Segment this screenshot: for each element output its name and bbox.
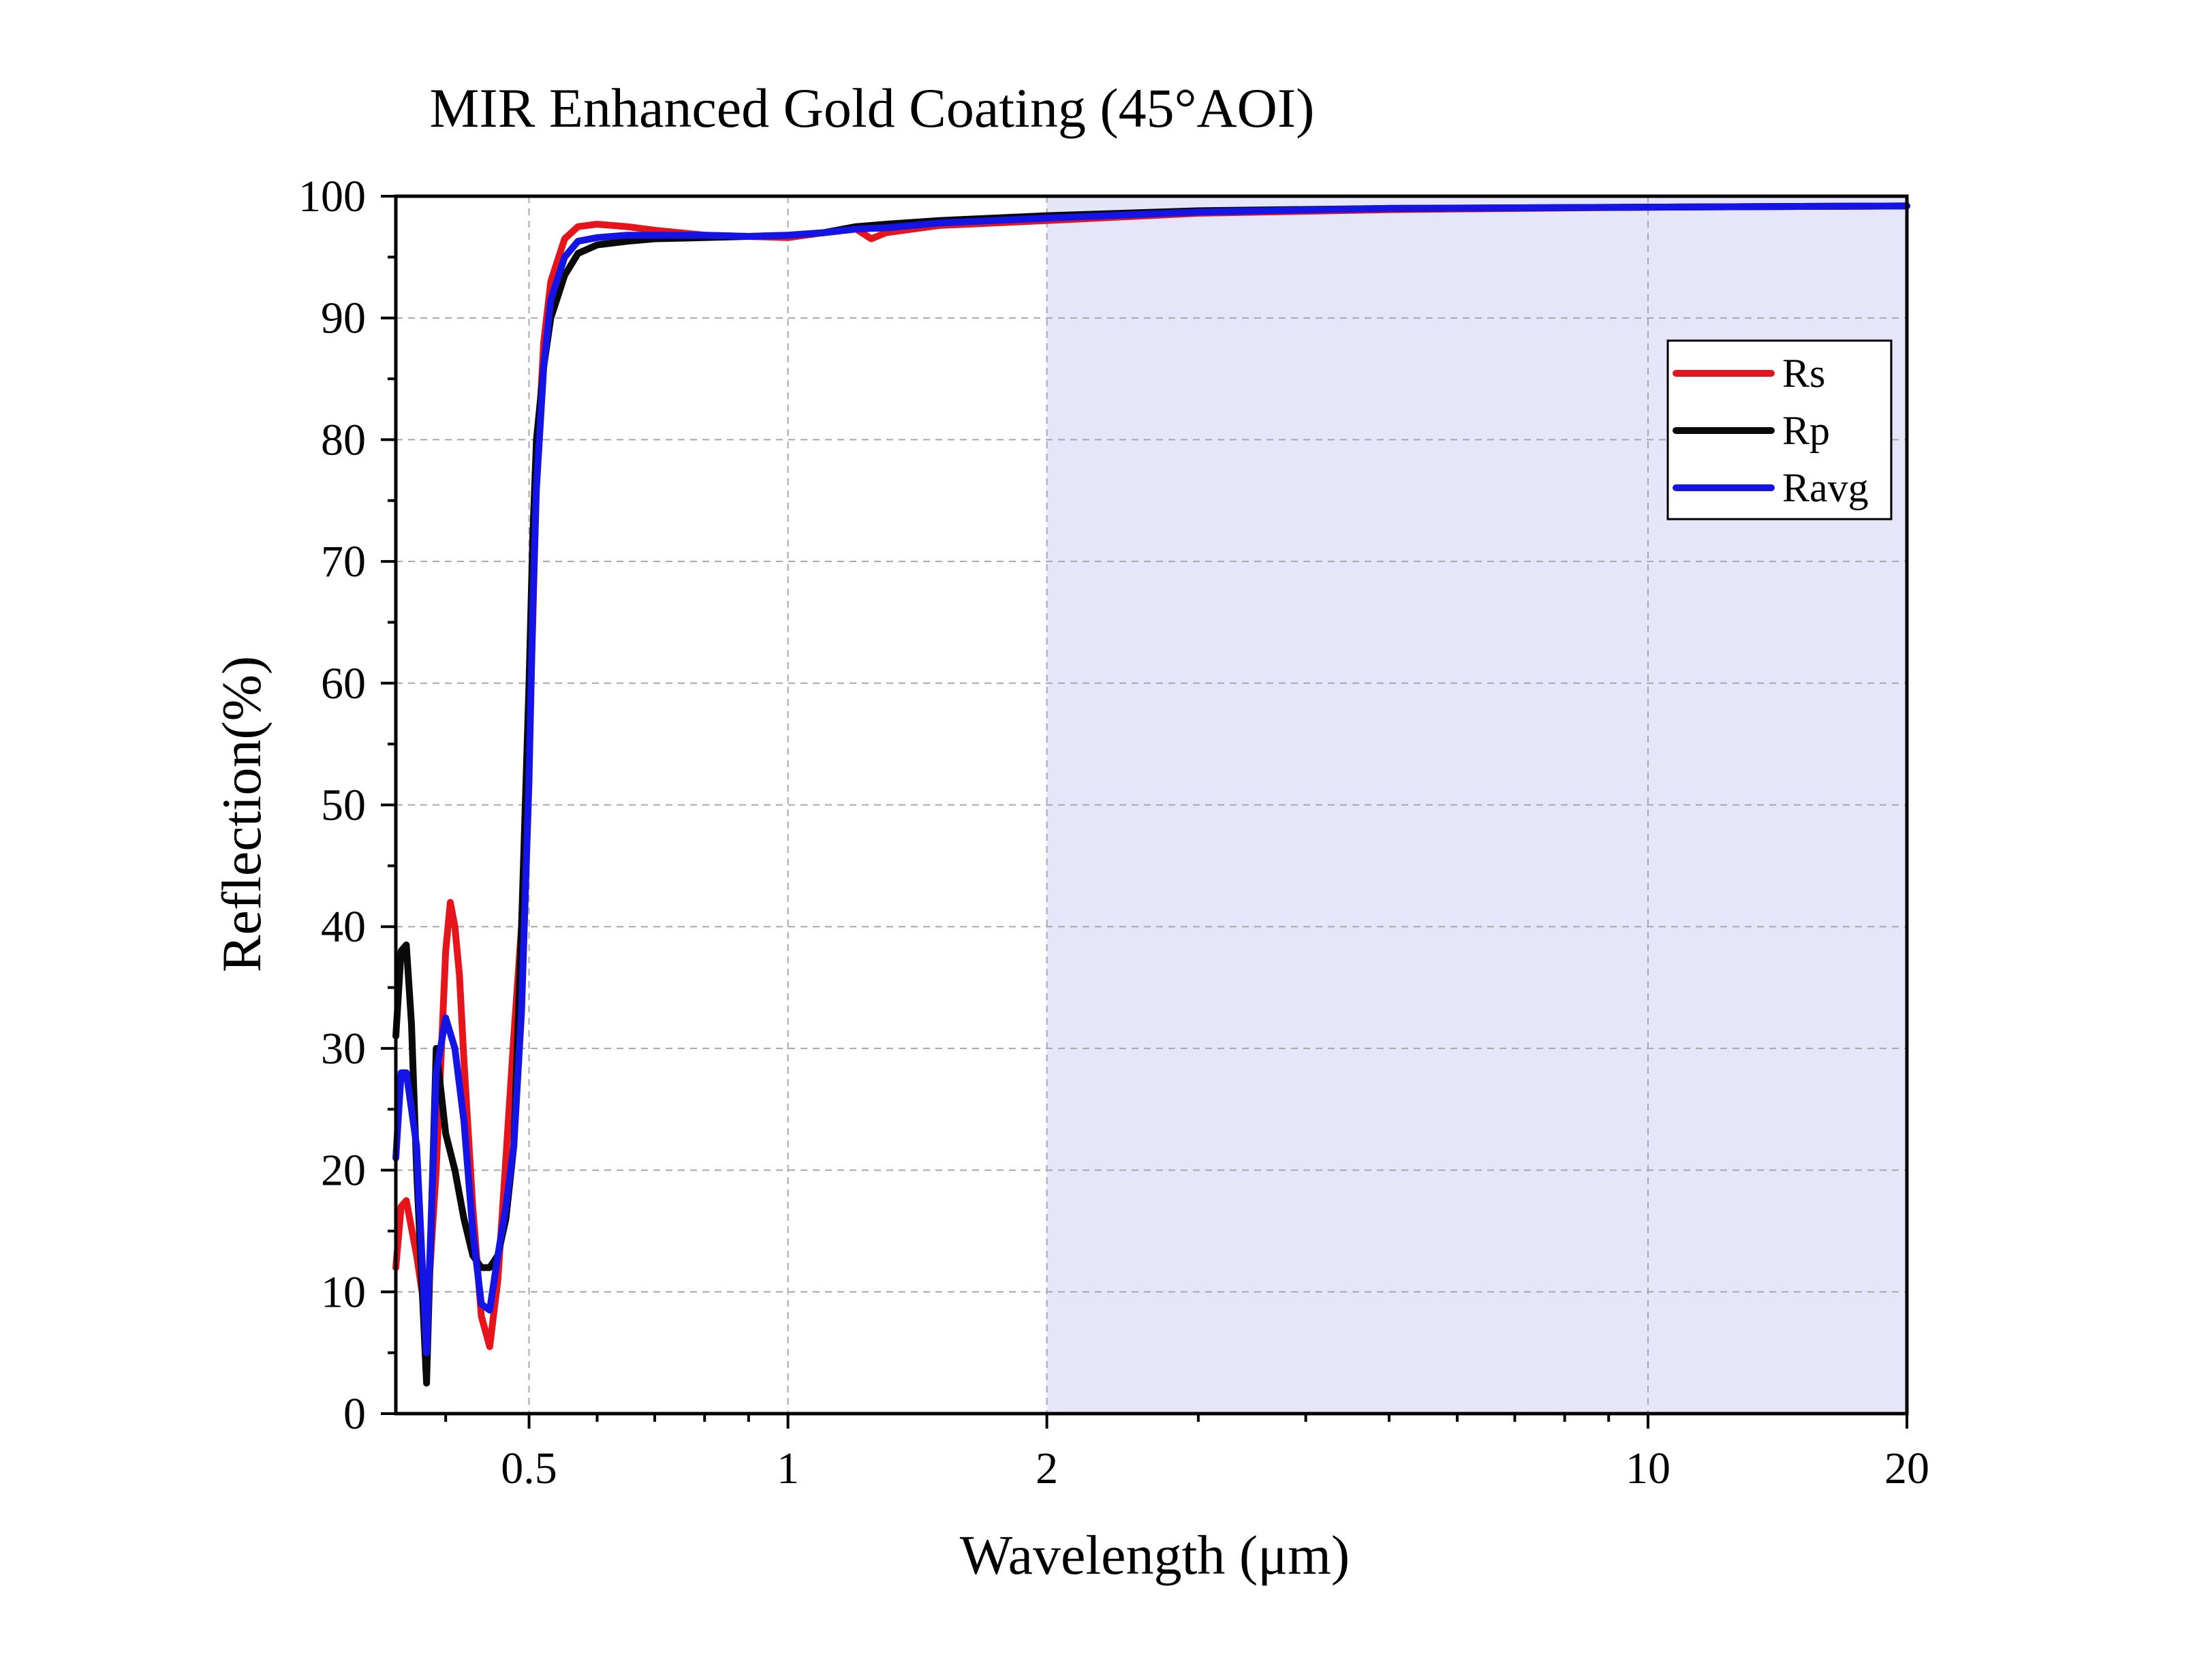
y-tick-label: 40 — [321, 902, 366, 952]
y-tick-label: 50 — [321, 781, 366, 830]
x-axis-title: Wavelength (μm) — [960, 1524, 1350, 1586]
y-tick-label: 80 — [321, 415, 366, 465]
y-tick-label: 90 — [321, 294, 366, 343]
legend-label-ravg: Ravg — [1782, 465, 1869, 510]
y-tick-label: 30 — [321, 1024, 366, 1074]
legend: Rs Rp Ravg — [1666, 339, 1893, 520]
y-tick-label: 20 — [321, 1146, 366, 1196]
grid-layer — [396, 196, 1907, 1414]
y-tick-label: 70 — [321, 537, 366, 587]
legend-label-rs: Rs — [1782, 351, 1825, 396]
series-layer — [392, 202, 1910, 1387]
legend-label-rp: Rp — [1782, 408, 1830, 453]
x-tick-label: 0.5 — [501, 1444, 557, 1493]
x-tick-label: 20 — [1884, 1444, 1929, 1493]
y-axis-title: Reflection(%) — [211, 656, 273, 972]
y-tick-label: 0 — [343, 1389, 366, 1439]
chart-title: MIR Enhanced Gold Coating (45°AOI) — [430, 77, 1315, 139]
ticks-layer: 0 10 20 30 40 50 60 70 80 90 100 0.5 1 2 10 20 — [298, 172, 1929, 1493]
y-tick-label: 100 — [298, 172, 366, 221]
x-tick-label: 10 — [1626, 1444, 1671, 1493]
x-tick-label: 1 — [777, 1444, 799, 1493]
y-tick-label: 60 — [321, 659, 366, 709]
y-tick-label: 10 — [321, 1267, 366, 1317]
x-tick-label: 2 — [1036, 1444, 1058, 1493]
series-line-ravg — [392, 202, 1910, 1356]
